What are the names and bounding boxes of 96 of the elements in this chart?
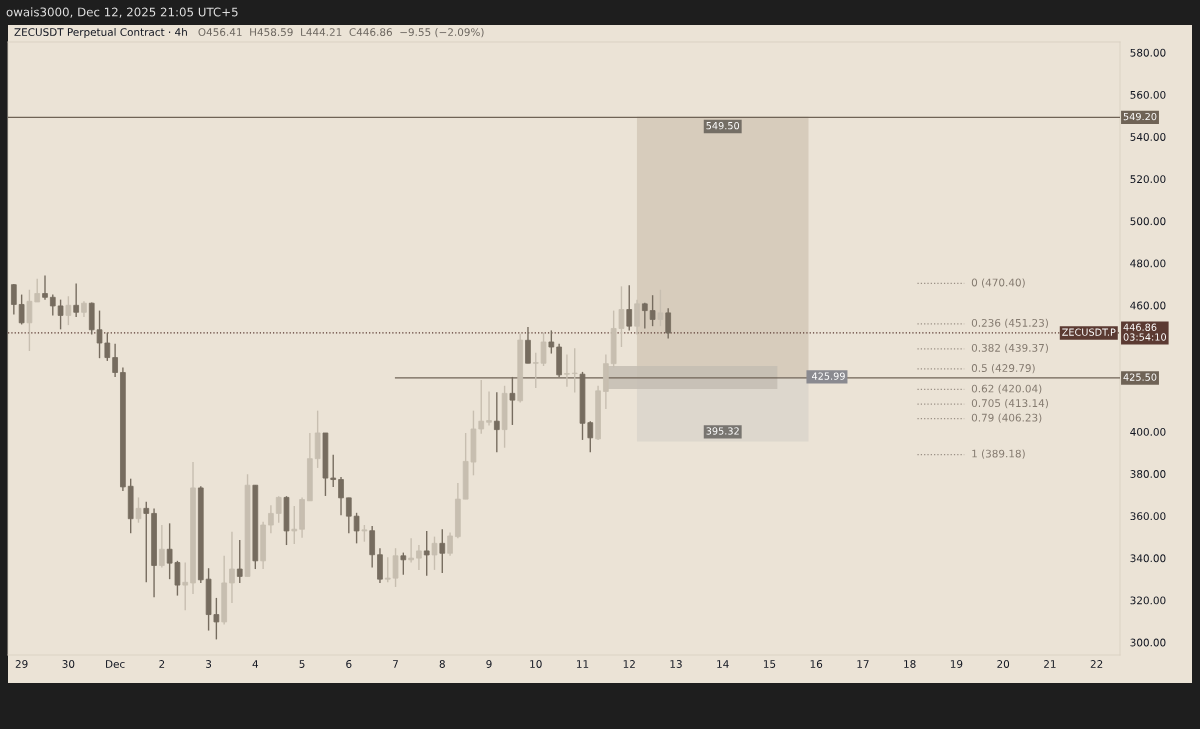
candlestick <box>42 274 48 301</box>
x-tick-label: 4 <box>252 660 259 668</box>
x-tick-label: 15 <box>763 660 776 668</box>
bar <box>636 116 809 377</box>
candlestick <box>26 289 33 352</box>
data-label: 549.50 <box>706 121 740 130</box>
y-tick-label: 560.00 <box>1130 90 1166 99</box>
candlestick <box>49 293 56 317</box>
candlestick <box>143 501 150 584</box>
x-tick-label: 2 <box>159 660 165 668</box>
data-label: 0.236 (451.23) <box>971 318 1048 329</box>
x-tick-label: 11 <box>577 660 589 668</box>
x-tick-label: 13 <box>670 660 682 668</box>
candlestick <box>73 282 79 318</box>
y-tick-label: 360.00 <box>1130 512 1166 521</box>
y-tick-label: 380.00 <box>1130 470 1166 478</box>
y-tick-label: 320.00 <box>1130 596 1166 605</box>
candlestick <box>236 539 243 584</box>
candlestick <box>571 347 578 394</box>
candlestick <box>431 535 438 571</box>
y-tick-label: 300.00 <box>1130 638 1166 647</box>
y-tick-label: 500.00 <box>1130 217 1166 226</box>
candlestick <box>486 390 492 427</box>
data-label: 1 (389.18) <box>972 449 1025 459</box>
y-tick-label: 520.00 <box>1130 175 1166 184</box>
candlestick <box>18 293 25 326</box>
candlestick <box>338 476 344 516</box>
candlestick <box>657 289 664 327</box>
data-label: 0.62 (420.04) <box>971 384 1042 394</box>
candlestick <box>135 496 142 524</box>
x-tick-label: 3 <box>206 660 212 668</box>
candlestick <box>626 284 633 332</box>
candlestick <box>423 530 430 577</box>
x-tick-label: 18 <box>904 660 916 668</box>
candlestick <box>416 544 422 571</box>
candlestick <box>229 531 235 604</box>
candlestick <box>182 561 189 612</box>
candlestick <box>548 329 555 355</box>
candlestick <box>447 531 453 557</box>
x-tick-label: 22 <box>1090 660 1103 668</box>
data-label: 395.32 <box>706 427 739 435</box>
candlestick <box>525 326 531 364</box>
y-tick-label: 480.00 <box>1130 259 1166 268</box>
x-tick-label: 6 <box>346 660 352 668</box>
x-tick-label: 8 <box>439 660 445 668</box>
x-tick-label: 7 <box>393 660 398 668</box>
candlestick <box>408 537 414 564</box>
candlestick <box>57 298 64 331</box>
candlestick <box>353 512 360 545</box>
x-tick-label: 29 <box>15 660 28 668</box>
candlestick <box>564 353 570 388</box>
candlestick <box>665 307 672 340</box>
candlestick <box>11 283 17 316</box>
x-tick-label: 21 <box>1044 660 1056 668</box>
data-label: 425.50 <box>1123 373 1157 381</box>
candlestick <box>439 528 446 574</box>
y-tick-label: 340.00 <box>1130 554 1166 563</box>
x-tick-label: 16 <box>810 660 823 668</box>
candlestick <box>275 495 282 524</box>
candlestick <box>641 302 648 330</box>
y-tick-label: 400.00 <box>1130 427 1166 436</box>
candlestick <box>493 391 500 453</box>
x-tick-label: 14 <box>717 660 729 668</box>
chart-subtitle: O456.41 H458.59 L444.21 C446.86 −9.55 (−2.09%) <box>198 27 484 38</box>
data-label: 0 (470.40) <box>971 278 1025 288</box>
candlestick <box>268 504 274 534</box>
candlestick <box>649 294 656 327</box>
candlestick <box>291 505 298 545</box>
chart-title: ZECUSDT Perpetual Contract · 4h <box>14 27 187 39</box>
ref-line-label: 549.20 <box>1123 112 1157 121</box>
y-tick-label: 540.00 <box>1130 133 1166 141</box>
ref-line-label: 446.86 03:54:10 <box>1123 323 1167 341</box>
data-label: 0.705 (413.14) <box>971 399 1048 409</box>
candlestick <box>159 524 165 569</box>
data-label: 0.5 (429.79) <box>971 363 1035 374</box>
candlestick <box>65 295 72 326</box>
x-tick-label: 5 <box>299 660 305 668</box>
candlestick <box>34 278 41 303</box>
x-tick-label: Dec <box>106 660 125 668</box>
x-tick-label: 20 <box>997 660 1010 668</box>
candlestick <box>345 497 352 534</box>
annotation: ZECUSDT.P <box>1062 328 1116 336</box>
y-tick-label: 580.00 <box>1130 48 1166 57</box>
y-tick-label: 460.00 <box>1130 301 1166 310</box>
x-tick-label: 12 <box>623 660 635 668</box>
candlestick <box>112 342 118 378</box>
x-tick-label: 10 <box>530 660 542 668</box>
x-tick-label: 19 <box>950 660 963 668</box>
x-tick-label: 30 <box>62 660 75 668</box>
data-label: 0.382 (439.37) <box>971 343 1048 354</box>
x-tick-label: 9 <box>486 660 492 668</box>
text: owais3000, Dec 12, 2025 21:05 UTC+5 <box>6 7 238 18</box>
annotation: 425.99 <box>811 372 845 380</box>
candlestick <box>400 551 407 576</box>
data-label: 0.79 (406.23) <box>971 413 1042 423</box>
x-tick-label: 17 <box>857 660 869 668</box>
